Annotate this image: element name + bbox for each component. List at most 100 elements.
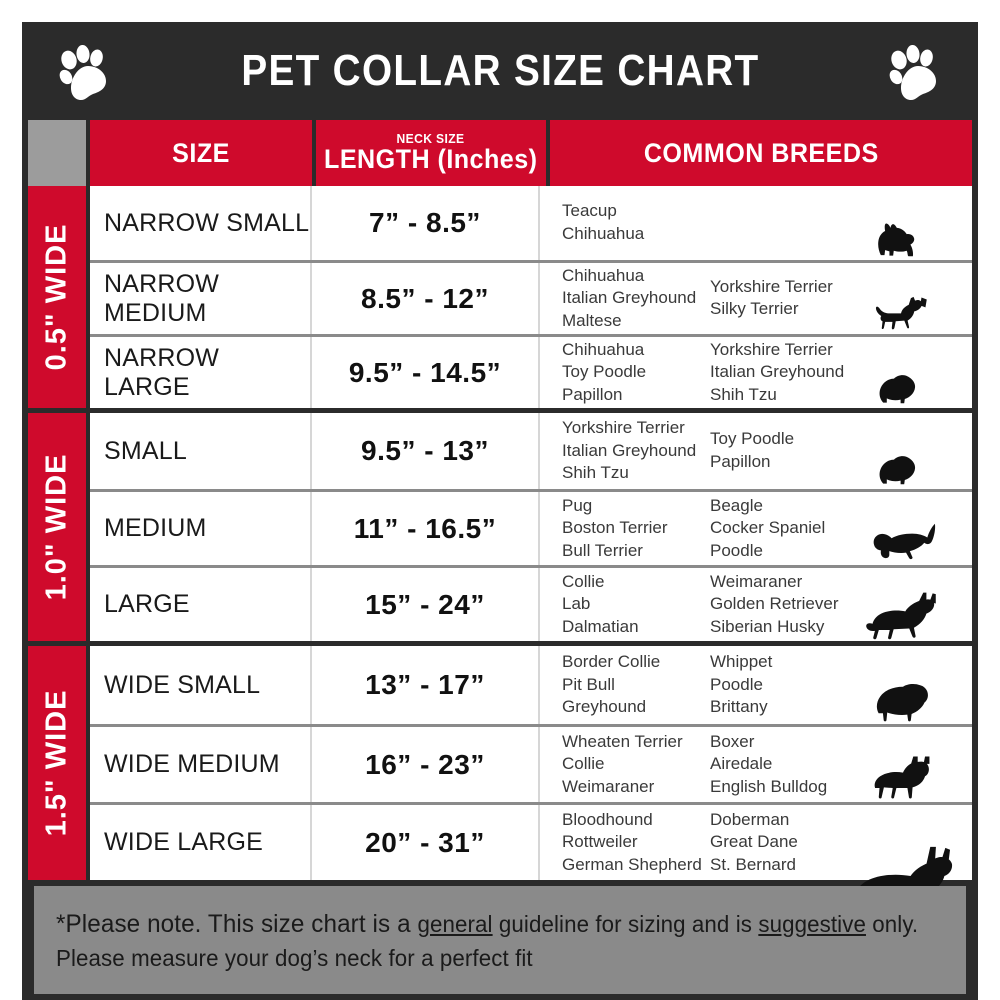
- breed-item: Boxer: [710, 731, 755, 751]
- breed-item: Bull Terrier: [562, 540, 643, 560]
- group-rows-narrow: NARROW SMALL 7” - 8.5” Teacup Chihuahua: [90, 186, 972, 408]
- breed-item: Weimaraner: [710, 571, 803, 591]
- cell-breeds: Bloodhound Rottweiler German Shepherd Do…: [540, 805, 972, 922]
- breed-item: Yorkshire Terrier: [710, 276, 833, 296]
- breed-item: Weimaraner: [562, 776, 655, 796]
- group-label-narrow: 0.5" WIDE: [28, 186, 86, 408]
- cell-breeds: Yorkshire Terrier Italian Greyhound Shih…: [540, 413, 972, 489]
- footer-note-line-1-c: only.: [865, 911, 919, 937]
- group-label-standard: 1.0" WIDE: [28, 413, 86, 641]
- breed-column-1: Border Collie Pit Bull Greyhound: [562, 651, 710, 719]
- footer-note-line-2: Please measure your dog’s neck for a per…: [56, 945, 533, 972]
- cell-breeds: Teacup Chihuahua: [540, 186, 972, 260]
- column-header-size-label: SIZE: [172, 137, 230, 168]
- breed-item: Pug: [562, 495, 593, 515]
- breed-item: Collie: [562, 571, 605, 591]
- cell-breeds: Wheaten Terrier Collie Weimaraner Boxer …: [540, 727, 972, 802]
- breed-item: St. Bernard: [710, 854, 796, 874]
- breed-item: Yorkshire Terrier: [710, 339, 833, 359]
- footer-note-underline-suggestive: suggestive: [758, 911, 866, 937]
- paw-print-icon: [58, 44, 112, 102]
- breed-item: Brittany: [710, 697, 768, 717]
- column-header-row: SIZE NECK SIZE LENGTH (Inches) COMMON BR…: [22, 120, 978, 186]
- table-row: NARROW MEDIUM 8.5” - 12” Chihuahua Itali…: [90, 260, 972, 334]
- breed-item: Italian Greyhound: [562, 440, 697, 460]
- size-group-narrow: 0.5" WIDE NARROW SMALL 7” - 8.5” Teacup …: [28, 186, 972, 408]
- table-row: NARROW SMALL 7” - 8.5” Teacup Chihuahua: [90, 186, 972, 260]
- footer-note-underline-general: general: [417, 911, 493, 937]
- cell-size: WIDE LARGE: [90, 805, 312, 880]
- breed-item: Bloodhound: [562, 809, 653, 829]
- cell-size: SMALL: [90, 413, 312, 489]
- breed-item: Boston Terrier: [562, 518, 668, 538]
- size-group-wide: 1.5" WIDE WIDE SMALL 13” - 17” Border Co…: [28, 641, 972, 922]
- header-corner-spacer: [28, 120, 86, 186]
- group-label-standard-text: 1.0" WIDE: [40, 453, 73, 601]
- breed-item: Chihuahua: [562, 224, 645, 243]
- breed-item: Wheaten Terrier: [562, 731, 683, 751]
- breed-column-1: Chihuahua Toy Poodle Papillon: [562, 339, 710, 407]
- column-header-breeds-label: COMMON BREEDS: [643, 137, 879, 168]
- cell-breeds: Border Collie Pit Bull Greyhound Whippet…: [540, 646, 972, 724]
- table-row: WIDE LARGE 20” - 31” Bloodhound Rottweil…: [90, 802, 972, 922]
- breed-item: Shih Tzu: [710, 384, 777, 404]
- breed-item: Collie: [562, 754, 605, 774]
- group-label-wide: 1.5" WIDE: [28, 646, 86, 880]
- breed-item: Poodle: [710, 674, 763, 694]
- breed-item: Papillon: [562, 384, 623, 404]
- breed-item: Golden Retriever: [710, 594, 839, 614]
- table-row: LARGE 15” - 24” Collie Lab Dalmatian: [90, 565, 972, 641]
- cell-size: NARROW SMALL: [90, 186, 312, 260]
- breed-item: Border Collie: [562, 652, 661, 672]
- cell-length: 11” - 16.5”: [312, 492, 540, 565]
- breed-item: Chihuahua: [562, 265, 645, 285]
- breed-column-2: Beagle Cocker Spaniel Poodle: [710, 495, 880, 563]
- breed-item: Dalmatian: [562, 616, 639, 636]
- breed-column-2: Doberman Great Dane St. Bernard: [710, 809, 880, 877]
- group-label-narrow-text: 0.5" WIDE: [40, 223, 73, 371]
- breed-item: Chihuahua: [562, 339, 645, 359]
- footer-note-line-1-b: guideline for sizing and is: [492, 911, 759, 937]
- cell-size: WIDE MEDIUM: [90, 727, 312, 802]
- group-rows-standard: SMALL 9.5” - 13” Yorkshire Terrier Itali…: [90, 413, 972, 641]
- breed-item: Great Dane: [710, 832, 798, 852]
- breed-column-2: Whippet Poodle Brittany: [710, 651, 880, 719]
- cell-breeds: Pug Boston Terrier Bull Terrier Beagle C…: [540, 492, 972, 565]
- breed-column-2: Yorkshire Terrier Silky Terrier: [710, 265, 880, 333]
- breed-item: Lab: [562, 594, 591, 614]
- breed-column-2: Boxer Airedale English Bulldog: [710, 731, 880, 799]
- breed-column-1: Wheaten Terrier Collie Weimaraner: [562, 731, 710, 799]
- breed-item: Cocker Spaniel: [710, 518, 826, 538]
- group-label-wide-text: 1.5" WIDE: [40, 689, 73, 837]
- cell-length: 13” - 17”: [312, 646, 540, 724]
- title-bar: PET COLLAR SIZE CHART: [22, 22, 978, 120]
- group-rows-wide: WIDE SMALL 13” - 17” Border Collie Pit B…: [90, 646, 972, 922]
- breed-item: Airedale: [710, 754, 773, 774]
- breed-item: Doberman: [710, 809, 790, 829]
- table-body: 0.5" WIDE NARROW SMALL 7” - 8.5” Teacup …: [22, 186, 978, 1000]
- breed-item: English Bulldog: [710, 776, 828, 796]
- footer-note: *Please note. This size chart is a gener…: [34, 886, 966, 994]
- cell-size: MEDIUM: [90, 492, 312, 565]
- breed-column-2: Weimaraner Golden Retriever Siberian Hus…: [710, 571, 880, 639]
- breed-item: Shih Tzu: [562, 463, 629, 483]
- breed-item: Silky Terrier: [710, 299, 799, 319]
- chart-frame: PET COLLAR SIZE CHART SIZE NECK SIZE LEN…: [22, 22, 978, 1000]
- breed-column-1: Chihuahua Italian Greyhound Maltese: [562, 265, 710, 333]
- cell-length: 7” - 8.5”: [312, 186, 540, 260]
- breed-column-2: Toy Poodle Papillon: [710, 417, 880, 485]
- cell-length: 20” - 31”: [312, 805, 540, 880]
- cell-length: 16” - 23”: [312, 727, 540, 802]
- column-header-length-superlabel: NECK SIZE: [396, 130, 465, 146]
- column-header-length: NECK SIZE LENGTH (Inches): [316, 120, 546, 186]
- breed-item: Papillon: [710, 451, 771, 471]
- cell-size: NARROW MEDIUM: [90, 263, 312, 334]
- table-row: WIDE MEDIUM 16” - 23” Wheaten Terrier Co…: [90, 724, 972, 802]
- breed-item: Toy Poodle: [710, 429, 795, 449]
- cell-size: NARROW LARGE: [90, 337, 312, 408]
- table-row: NARROW LARGE 9.5” - 14.5” Chihuahua Toy …: [90, 334, 972, 408]
- cell-size: LARGE: [90, 568, 312, 641]
- cell-length: 9.5” - 13”: [312, 413, 540, 489]
- breed-column-1: Teacup Chihuahua: [562, 200, 710, 245]
- table-row: WIDE SMALL 13” - 17” Border Collie Pit B…: [90, 646, 972, 724]
